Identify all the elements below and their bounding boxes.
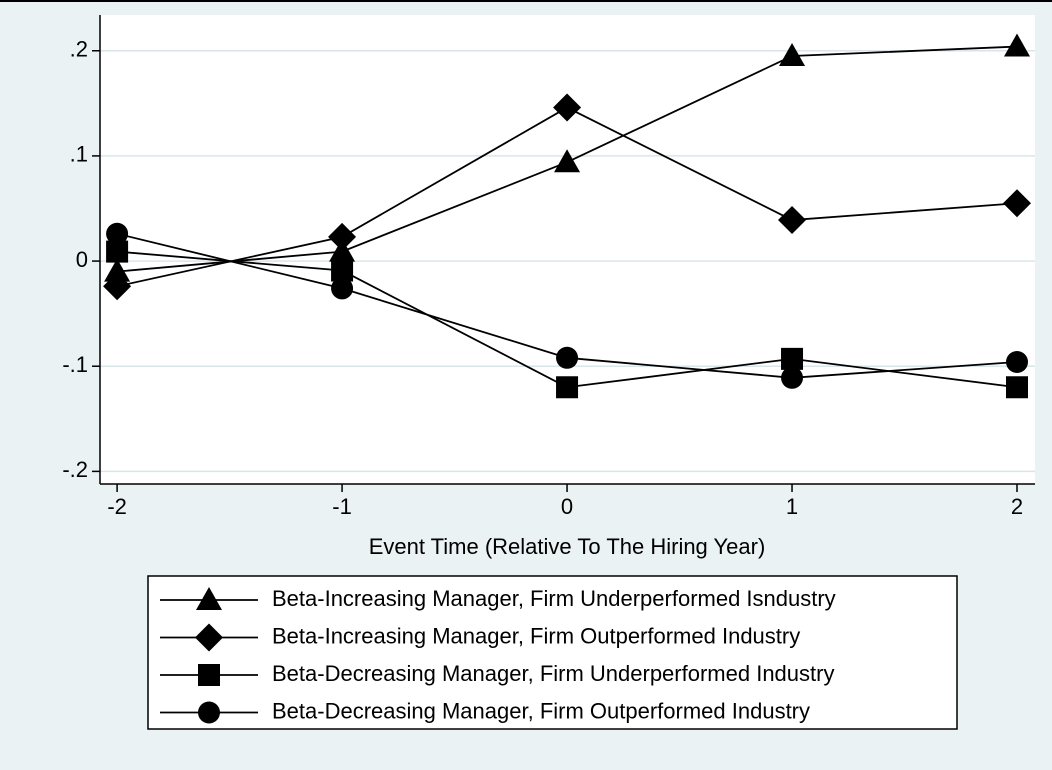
marker [781,366,804,389]
marker [1006,376,1029,399]
marker [103,272,132,301]
marker [1003,189,1032,218]
y-tick-label: -.1 [62,352,88,377]
marker [196,587,222,610]
marker [781,347,804,370]
marker [104,258,131,282]
marker [1004,33,1031,57]
marker [1006,351,1029,374]
marker [328,222,357,251]
marker [778,206,807,235]
plot-region [100,15,1035,484]
marker [106,222,129,245]
legend-label: Beta-Increasing Manager, Firm Underperfo… [272,586,836,611]
marker [556,376,579,399]
y-tick-label: .2 [70,37,88,62]
marker [779,43,806,67]
marker [553,93,582,122]
marker [554,149,581,173]
marker [106,240,129,263]
marker [331,277,354,300]
legend-label: Beta-Decreasing Manager, Firm Underperfo… [272,661,834,686]
y-tick-label: -.2 [62,457,88,482]
x-tick-label: -1 [332,494,352,519]
y-tick-label: 0 [76,247,88,272]
x-tick-label: 0 [561,494,573,519]
marker [556,346,579,369]
x-axis-title: Event Time (Relative To The Hiring Year) [369,534,766,559]
y-tick-label: .1 [70,142,88,167]
legend-box [147,575,958,730]
legend-label: Beta-Decreasing Manager, Firm Outperform… [272,698,810,723]
marker [331,259,354,282]
marker [195,623,223,652]
marker [198,701,220,724]
marker [198,664,220,686]
x-tick-label: 2 [1011,494,1023,519]
legend-label: Beta-Increasing Manager, Firm Outperform… [272,623,800,648]
x-tick-label: -2 [107,494,127,519]
x-tick-label: 1 [786,494,798,519]
